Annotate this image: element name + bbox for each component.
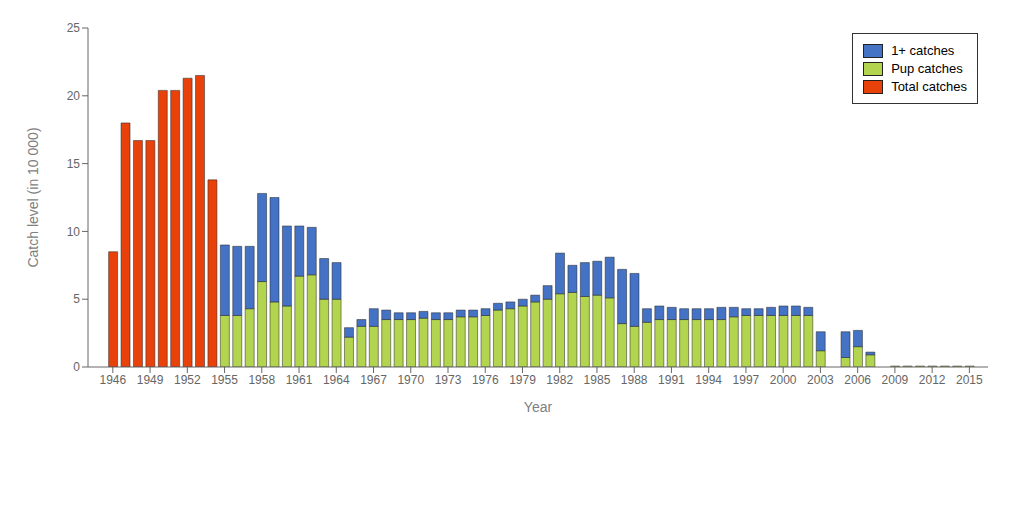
svg-text:2012: 2012	[919, 373, 946, 387]
svg-text:0: 0	[73, 360, 80, 374]
svg-text:1973: 1973	[435, 373, 462, 387]
svg-text:1970: 1970	[397, 373, 424, 387]
html-text:Pup catches: Pup catches	[891, 61, 963, 76]
svg-text:5: 5	[73, 292, 80, 306]
svg-text:10: 10	[67, 225, 81, 239]
svg-text:20: 20	[67, 89, 81, 103]
svg-text:1958: 1958	[248, 373, 275, 387]
svg-text:1988: 1988	[621, 373, 648, 387]
html-text:1+ catches: 1+ catches	[891, 43, 955, 58]
svg-text:1991: 1991	[658, 373, 685, 387]
svg-text:Year: Year	[524, 399, 553, 415]
svg-text:1949: 1949	[137, 373, 164, 387]
svg-text:1952: 1952	[174, 373, 201, 387]
svg-text:15: 15	[67, 157, 81, 171]
svg-text:1997: 1997	[733, 373, 760, 387]
html-text:Total catches: Total catches	[891, 79, 967, 94]
svg-text:1976: 1976	[472, 373, 499, 387]
svg-text:2000: 2000	[770, 373, 797, 387]
svg-text:1979: 1979	[509, 373, 536, 387]
svg-text:2015: 2015	[956, 373, 983, 387]
svg-text:Catch level (in 10 000): Catch level (in 10 000)	[25, 127, 41, 267]
svg-text:1994: 1994	[695, 373, 722, 387]
svg-text:1985: 1985	[584, 373, 611, 387]
svg-text:2006: 2006	[844, 373, 871, 387]
svg-text:1964: 1964	[323, 373, 350, 387]
svg-text:1967: 1967	[360, 373, 387, 387]
svg-text:2009: 2009	[882, 373, 909, 387]
svg-text:1955: 1955	[211, 373, 238, 387]
svg-text:2003: 2003	[807, 373, 834, 387]
svg-text:25: 25	[67, 21, 81, 35]
svg-text:1982: 1982	[546, 373, 573, 387]
svg-text:1946: 1946	[99, 373, 126, 387]
svg-text:1961: 1961	[286, 373, 313, 387]
